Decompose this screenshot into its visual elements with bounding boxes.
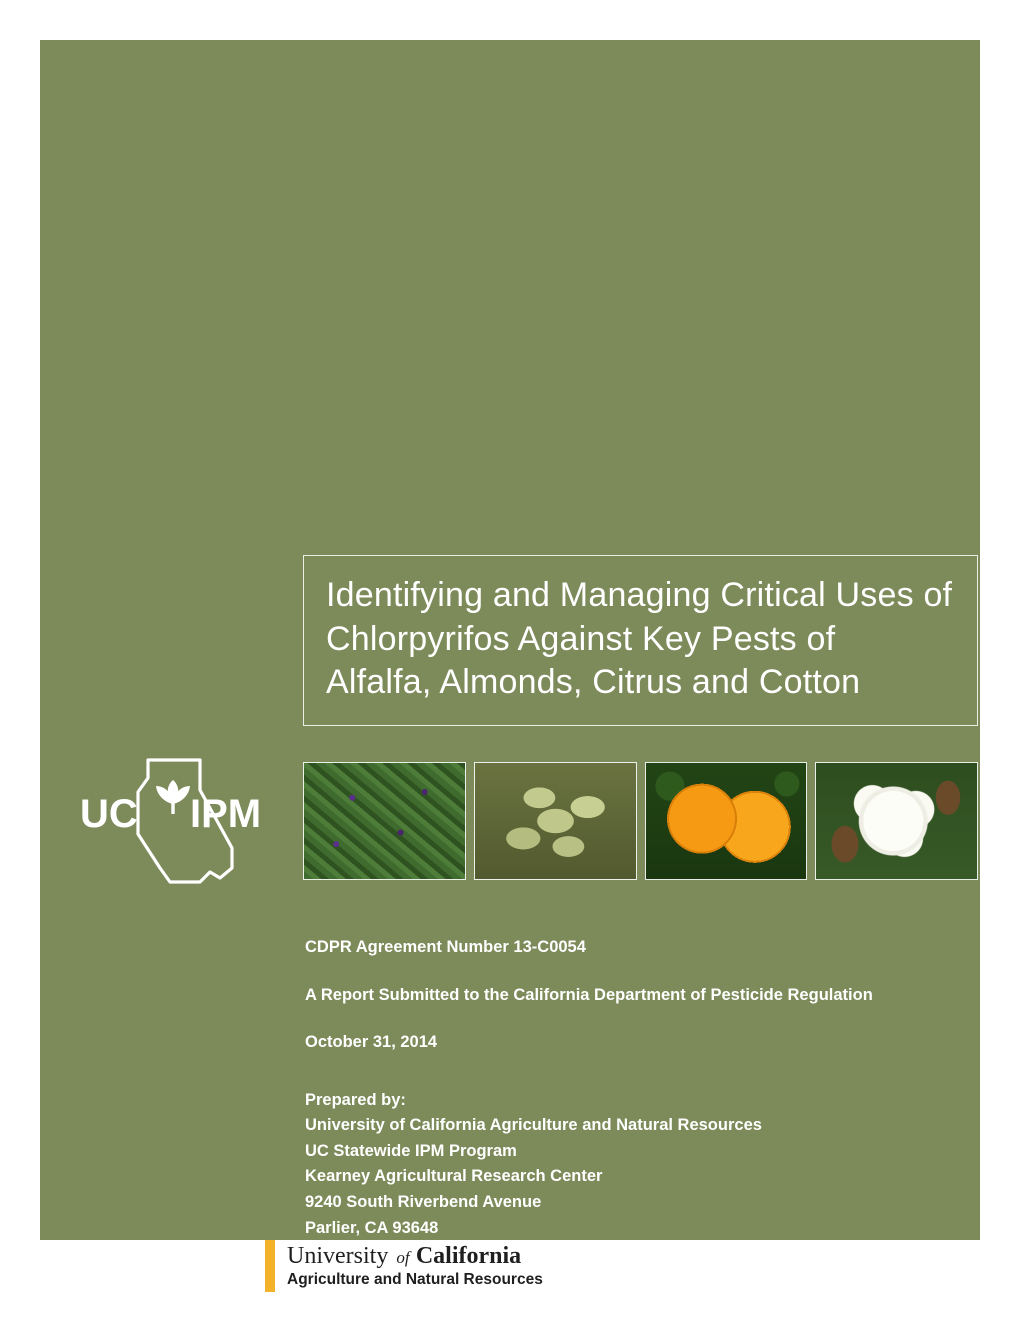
prepared-by-label: Prepared by:: [305, 1088, 965, 1114]
prepared-by-block: Prepared by: University of California Ag…: [305, 1088, 965, 1241]
university-name: University of California: [287, 1243, 543, 1269]
cover-page: Identifying and Managing Critical Uses o…: [40, 40, 980, 1240]
footer-logo: University of California Agriculture and…: [265, 1240, 543, 1292]
footer-accent-bar: [265, 1240, 275, 1292]
org-line-1: University of California Agriculture and…: [305, 1113, 965, 1139]
title-line-3: Alfalfa, Almonds, Citrus and Cotton: [326, 663, 860, 701]
footer-text: University of California Agriculture and…: [287, 1243, 543, 1289]
logo-uc-text: UC: [80, 792, 138, 836]
crop-image-cotton: [815, 762, 978, 880]
address-line-1: 9240 South Riverbend Avenue: [305, 1190, 965, 1216]
report-title: Identifying and Managing Critical Uses o…: [326, 574, 955, 705]
address-line-2: Parlier, CA 93648: [305, 1216, 965, 1242]
crop-image-row: [303, 762, 978, 880]
logo-ipm-text: IPM: [190, 792, 261, 836]
uni-of: of: [394, 1248, 415, 1267]
title-line-1: Identifying and Managing Critical Uses o…: [326, 576, 952, 614]
title-box: Identifying and Managing Critical Uses o…: [303, 555, 978, 726]
title-line-2: Chlorpyrifos Against Key Pests of: [326, 620, 835, 658]
org-line-2: UC Statewide IPM Program: [305, 1139, 965, 1165]
agreement-number: CDPR Agreement Number 13-C0054: [305, 935, 965, 961]
submitted-to: A Report Submitted to the California Dep…: [305, 983, 965, 1009]
uc-ipm-logo: UC IPM: [60, 752, 280, 897]
uc-ipm-logo-svg: UC IPM: [60, 752, 280, 892]
crop-image-almonds: [474, 762, 637, 880]
crop-image-citrus: [645, 762, 808, 880]
crop-image-alfalfa: [303, 762, 466, 880]
uni-pre: University: [287, 1243, 394, 1269]
university-subtitle: Agriculture and Natural Resources: [287, 1271, 543, 1289]
uni-post: California: [416, 1243, 521, 1269]
report-metadata: CDPR Agreement Number 13-C0054 A Report …: [305, 935, 965, 1241]
org-line-3: Kearney Agricultural Research Center: [305, 1164, 965, 1190]
report-date: October 31, 2014: [305, 1030, 965, 1056]
